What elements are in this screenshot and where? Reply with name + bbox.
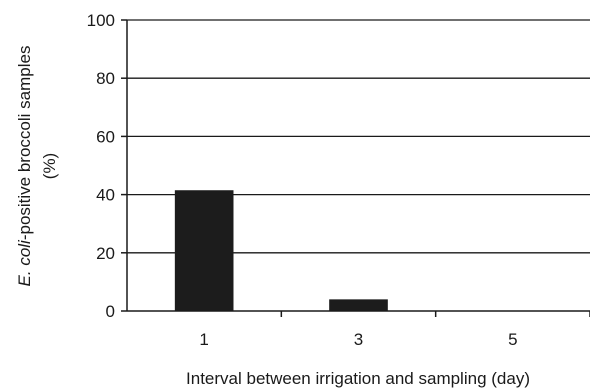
y-axis-title: E. coli-positive broccoli samples xyxy=(15,46,34,287)
y-tick-label: 40 xyxy=(96,186,115,205)
axes xyxy=(126,20,590,312)
x-tick-label: 3 xyxy=(354,330,363,349)
x-ticks: 1 3 5 xyxy=(199,311,590,349)
bars xyxy=(174,190,388,311)
y-tick-label: 80 xyxy=(96,69,115,88)
svg-text:E. coli-positive broccoli samp: E. coli-positive broccoli samples xyxy=(15,46,34,287)
bar-day-1 xyxy=(174,190,234,311)
bar-day-3 xyxy=(329,299,388,311)
y-axis-unit-label: (%) xyxy=(40,153,59,179)
y-tick-label: 100 xyxy=(87,11,115,30)
y-ticks: 0 20 40 60 80 100 xyxy=(87,11,127,321)
y-tick-label: 20 xyxy=(96,244,115,263)
x-axis-title: Interval between irrigation and sampling… xyxy=(186,369,530,388)
y-axis-title-italic: E. coli xyxy=(15,239,34,287)
y-tick-label: 60 xyxy=(96,127,115,146)
y-axis-title-text: -positive broccoli samples xyxy=(15,46,34,241)
x-tick-label: 5 xyxy=(508,330,517,349)
x-tick-label: 1 xyxy=(199,330,208,349)
y-tick-label: 0 xyxy=(106,302,115,321)
y-axis-unit: (%) xyxy=(40,153,59,179)
